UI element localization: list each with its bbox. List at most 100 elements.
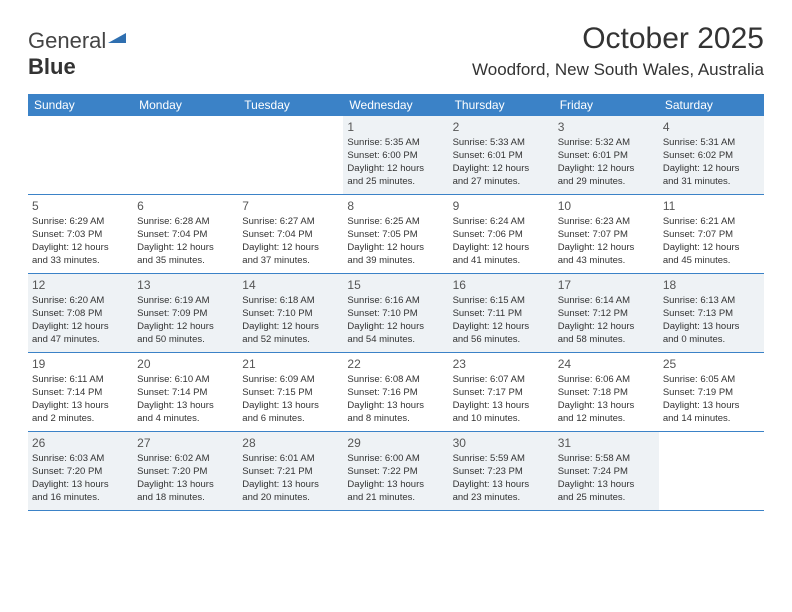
- day-detail-line: Sunrise: 5:58 AM: [558, 453, 655, 466]
- day-detail-line: Sunrise: 6:07 AM: [453, 374, 550, 387]
- day-detail-line: and 16 minutes.: [32, 492, 129, 505]
- calendar-empty: [238, 116, 343, 194]
- calendar-day: 24Sunrise: 6:06 AMSunset: 7:18 PMDayligh…: [554, 353, 659, 431]
- day-detail-line: Sunset: 7:21 PM: [242, 466, 339, 479]
- day-detail-line: Daylight: 12 hours: [558, 321, 655, 334]
- week-row: 5Sunrise: 6:29 AMSunset: 7:03 PMDaylight…: [28, 195, 764, 274]
- calendar-day: 17 Sunrise: 6:14 AMSunset: 7:12 PMDayligh…: [554, 274, 659, 352]
- day-number: 28: [242, 435, 339, 451]
- day-detail-line: Sunset: 7:07 PM: [663, 229, 760, 242]
- day-number: 18: [663, 277, 760, 293]
- day-detail-line: Sunset: 7:08 PM: [32, 308, 129, 321]
- day-number: 19: [32, 356, 129, 372]
- week-row: 1Sunrise: 5:35 AMSunset: 6:00 PMDaylight…: [28, 116, 764, 195]
- day-detail-line: and 18 minutes.: [137, 492, 234, 505]
- day-detail-line: Daylight: 12 hours: [242, 242, 339, 255]
- calendar-day: 30Sunrise: 5:59 AMSunset: 7:23 PMDayligh…: [449, 432, 554, 510]
- weekday-header: Monday: [133, 94, 238, 116]
- day-detail-line: and 0 minutes.: [663, 334, 760, 347]
- day-number: 4: [663, 119, 760, 135]
- day-detail-line: and 21 minutes.: [347, 492, 444, 505]
- day-detail-line: and 35 minutes.: [137, 255, 234, 268]
- day-number: 5: [32, 198, 129, 214]
- weekday-header-row: SundayMondayTuesdayWednesdayThursdayFrid…: [28, 94, 764, 116]
- day-detail-line: Sunset: 7:10 PM: [242, 308, 339, 321]
- calendar-empty: [133, 116, 238, 194]
- calendar-day: 13Sunrise: 6:19 AMSunset: 7:09 PMDayligh…: [133, 274, 238, 352]
- day-number: 27: [137, 435, 234, 451]
- day-number: 10: [558, 198, 655, 214]
- day-detail-line: and 14 minutes.: [663, 413, 760, 426]
- day-number: 12: [32, 277, 129, 293]
- day-detail-line: Daylight: 13 hours: [242, 400, 339, 413]
- day-detail-line: Sunset: 7:20 PM: [32, 466, 129, 479]
- day-detail-line: Daylight: 12 hours: [32, 242, 129, 255]
- calendar-day: 2Sunrise: 5:33 AMSunset: 6:01 PMDaylight…: [449, 116, 554, 194]
- day-detail-line: Sunrise: 5:59 AM: [453, 453, 550, 466]
- day-number: 17: [558, 277, 655, 293]
- calendar-day: 20Sunrise: 6:10 AMSunset: 7:14 PMDayligh…: [133, 353, 238, 431]
- day-detail-line: Sunset: 7:05 PM: [347, 229, 444, 242]
- calendar-day: 1Sunrise: 5:35 AMSunset: 6:00 PMDaylight…: [343, 116, 448, 194]
- logo-part2: Blue: [28, 54, 76, 79]
- day-detail-line: Sunrise: 6:09 AM: [242, 374, 339, 387]
- day-detail-line: and 8 minutes.: [347, 413, 444, 426]
- week-row: 26Sunrise: 6:03 AMSunset: 7:20 PMDayligh…: [28, 432, 764, 511]
- day-detail-line: Sunset: 7:18 PM: [558, 387, 655, 400]
- day-detail-line: Sunset: 7:13 PM: [663, 308, 760, 321]
- logo-text: GeneralBlue: [28, 28, 126, 80]
- day-detail-line: Sunset: 7:20 PM: [137, 466, 234, 479]
- calendar-day: 10Sunrise: 6:23 AMSunset: 7:07 PMDayligh…: [554, 195, 659, 273]
- calendar-day: 9Sunrise: 6:24 AMSunset: 7:06 PMDaylight…: [449, 195, 554, 273]
- calendar-day: 3Sunrise: 5:32 AMSunset: 6:01 PMDaylight…: [554, 116, 659, 194]
- day-detail-line: Sunset: 7:12 PM: [558, 308, 655, 321]
- day-detail-line: Sunset: 7:03 PM: [32, 229, 129, 242]
- day-detail-line: Sunset: 7:06 PM: [453, 229, 550, 242]
- logo-part1: General: [28, 28, 106, 53]
- day-detail-line: Sunrise: 6:28 AM: [137, 216, 234, 229]
- day-number: 6: [137, 198, 234, 214]
- day-detail-line: and 50 minutes.: [137, 334, 234, 347]
- day-detail-line: Sunset: 7:04 PM: [242, 229, 339, 242]
- day-detail-line: Daylight: 13 hours: [663, 400, 760, 413]
- calendar-day: 15Sunrise: 6:16 AMSunset: 7:10 PMDayligh…: [343, 274, 448, 352]
- day-detail-line: Sunset: 7:19 PM: [663, 387, 760, 400]
- calendar-empty: [28, 116, 133, 194]
- day-detail-line: Daylight: 12 hours: [137, 321, 234, 334]
- day-detail-line: Daylight: 13 hours: [137, 400, 234, 413]
- day-detail-line: Sunrise: 6:20 AM: [32, 295, 129, 308]
- day-detail-line: Daylight: 13 hours: [137, 479, 234, 492]
- day-detail-line: Daylight: 12 hours: [453, 242, 550, 255]
- day-detail-line: and 47 minutes.: [32, 334, 129, 347]
- day-number: 20: [137, 356, 234, 372]
- day-detail-line: Sunset: 7:14 PM: [137, 387, 234, 400]
- day-detail-line: Daylight: 12 hours: [663, 163, 760, 176]
- weekday-header: Sunday: [28, 94, 133, 116]
- day-number: 7: [242, 198, 339, 214]
- weekday-header: Wednesday: [343, 94, 448, 116]
- calendar-day: 18Sunrise: 6:13 AMSunset: 7:13 PMDayligh…: [659, 274, 764, 352]
- calendar-day: 31Sunrise: 5:58 AMSunset: 7:24 PMDayligh…: [554, 432, 659, 510]
- day-number: 23: [453, 356, 550, 372]
- day-detail-line: Sunset: 6:01 PM: [453, 150, 550, 163]
- calendar-day: 5Sunrise: 6:29 AMSunset: 7:03 PMDaylight…: [28, 195, 133, 273]
- day-number: 13: [137, 277, 234, 293]
- calendar-day: 28Sunrise: 6:01 AMSunset: 7:21 PMDayligh…: [238, 432, 343, 510]
- day-number: 14: [242, 277, 339, 293]
- day-detail-line: Daylight: 13 hours: [558, 400, 655, 413]
- day-detail-line: and 43 minutes.: [558, 255, 655, 268]
- day-detail-line: Sunrise: 6:14 AM: [558, 295, 655, 308]
- location: Woodford, New South Wales, Australia: [472, 60, 764, 80]
- weekday-header: Tuesday: [238, 94, 343, 116]
- day-number: 3: [558, 119, 655, 135]
- day-detail-line: Daylight: 13 hours: [347, 400, 444, 413]
- day-detail-line: and 25 minutes.: [347, 176, 444, 189]
- day-detail-line: Sunset: 7:17 PM: [453, 387, 550, 400]
- day-detail-line: Sunset: 7:22 PM: [347, 466, 444, 479]
- day-number: 1: [347, 119, 444, 135]
- calendar-day: 11Sunrise: 6:21 AMSunset: 7:07 PMDayligh…: [659, 195, 764, 273]
- calendar-day: 7Sunrise: 6:27 AMSunset: 7:04 PMDaylight…: [238, 195, 343, 273]
- calendar-day: 27Sunrise: 6:02 AMSunset: 7:20 PMDayligh…: [133, 432, 238, 510]
- day-detail-line: Sunset: 7:11 PM: [453, 308, 550, 321]
- calendar-day: 14Sunrise: 6:18 AMSunset: 7:10 PMDayligh…: [238, 274, 343, 352]
